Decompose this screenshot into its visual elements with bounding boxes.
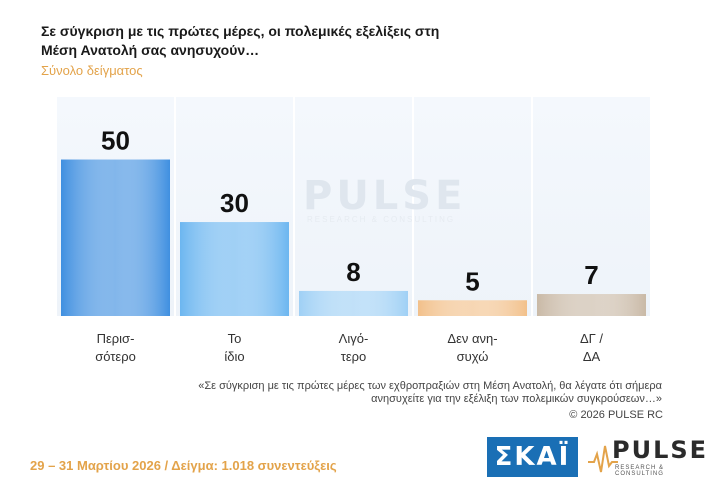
bar-shine-4 — [537, 294, 646, 316]
category-label-3-0: Δεν ανη- — [447, 331, 497, 346]
chart-title: Σε σύγκριση με τις πρώτες μέρες, οι πολε… — [41, 23, 440, 58]
value-label-4: 7 — [584, 260, 598, 290]
chart-subtitle: Σύνολο δείγματος — [41, 63, 143, 78]
pulse-logo: PULSE RESEARCH & CONSULTING — [588, 436, 706, 478]
bar-panel-4 — [533, 97, 650, 316]
skai-logo: ΣΚΑΪ — [487, 437, 578, 477]
copyright: © 2026 PULSE RC — [569, 409, 663, 421]
category-label-0-1: σότερο — [95, 349, 136, 364]
bar-shine-2 — [299, 290, 408, 316]
value-label-3: 5 — [465, 266, 479, 296]
category-label-2-0: Λιγό- — [339, 331, 369, 346]
survey-footer: 29 – 31 Μαρτίου 2026 / Δείγμα: 1.018 συν… — [30, 458, 337, 473]
bar-shine-3 — [418, 300, 527, 316]
value-label-2: 8 — [346, 257, 360, 287]
pulse-wave-icon — [588, 445, 618, 473]
category-label-0-0: Περισ- — [97, 331, 135, 346]
bar-shine-0 — [61, 159, 170, 316]
category-label-4-1: ΔΑ — [583, 349, 601, 364]
category-label-1-1: ίδιο — [224, 349, 244, 364]
question-note: «Σε σύγκριση με τις πρώτες μέρες των εχθ… — [198, 380, 662, 405]
bar-panel-2 — [295, 97, 412, 316]
value-label-0: 50 — [101, 126, 130, 156]
bar-panel-3 — [414, 97, 531, 316]
value-label-1: 30 — [220, 188, 249, 218]
watermark-tagline: RESEARCH & CONSULTING — [307, 215, 455, 224]
watermark-word: PULSE — [303, 173, 466, 219]
pulse-logo-word: PULSE — [612, 436, 709, 464]
category-label-1-0: Το — [228, 331, 242, 346]
category-label-4-0: ΔΓ / — [580, 331, 603, 346]
category-label-3-1: συχώ — [457, 349, 489, 364]
bar-shine-1 — [180, 222, 289, 316]
category-label-2-1: τερο — [341, 349, 367, 364]
pulse-logo-tagline: RESEARCH & CONSULTING — [615, 465, 665, 477]
pulse-watermark: PULSE RESEARCH & CONSULTING — [303, 173, 466, 224]
